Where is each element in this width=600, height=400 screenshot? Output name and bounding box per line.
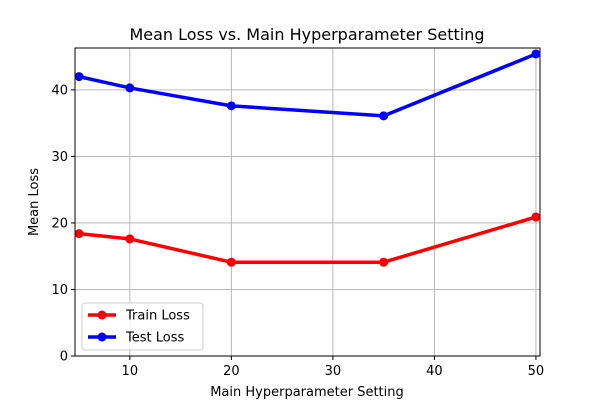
x-tick-label: 20 [223,364,240,379]
train-loss-legend-marker [97,310,107,320]
train-loss-legend-label: Train Loss [125,309,190,324]
x-tick-label: 40 [426,364,443,379]
train-loss-line [78,215,537,264]
test-loss-legend-label: Test Loss [125,331,184,346]
test-loss-point [226,101,236,111]
test-loss-point [531,49,541,59]
train-loss-point [531,212,541,222]
x-axis-title: Main Hyperparameter Setting [210,385,404,400]
chart-title: Mean Loss vs. Main Hyperparameter Settin… [129,25,484,44]
x-tick-label: 30 [325,364,342,379]
x-tick-label: 50 [528,364,545,379]
test-loss-line [78,52,537,118]
y-axis-title: Mean Loss [27,168,42,236]
test-loss-legend-marker [97,332,107,342]
train-loss-point [74,229,84,239]
x-tick-label: 10 [122,364,139,379]
plot-frame [74,47,541,357]
y-tick-label: 10 [51,283,68,298]
test-loss-point [379,111,389,121]
y-tick-label: 20 [51,216,68,231]
y-tick-label: 30 [51,150,68,165]
test-loss-point [125,83,135,93]
y-tick-label: 40 [51,83,68,98]
axis-ticks: 10 20 30 40 50 0 10 20 30 40 [51,83,544,379]
y-tick-label: 0 [60,350,68,365]
train-loss-point [379,257,389,267]
train-loss-point [226,257,236,267]
test-loss-point [74,72,84,82]
legend: Train Loss Test Loss [81,302,204,351]
train-loss-point [125,234,135,244]
series-layer [74,49,541,267]
